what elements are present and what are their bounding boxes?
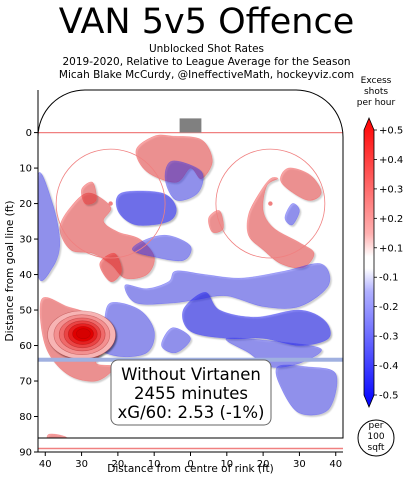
faceoff-dot-1 — [108, 201, 113, 206]
colorbar-tick-label: -0.4 — [379, 361, 399, 372]
region-negative-17 — [161, 327, 191, 354]
x-tick-label: 10 — [148, 459, 161, 470]
y-tick-label: 50 — [19, 306, 32, 317]
region-negative-14 — [124, 263, 331, 309]
faceoff-circle-2 — [215, 148, 326, 259]
chart-subtitle-1: Unblocked Shot Rates — [148, 43, 265, 55]
region-negative-12 — [164, 160, 204, 201]
hot-spot-ring-7 — [76, 328, 91, 339]
annotation-line-1: Without Virtanen — [121, 365, 261, 384]
region-negative-15 — [182, 291, 331, 346]
y-tick-label: 20 — [19, 199, 32, 210]
chart-title: VAN 5v5 Offence — [58, 2, 355, 42]
region-positive-7 — [81, 181, 97, 205]
badge-line-3: sqft — [368, 443, 385, 453]
colorbar-title-3: per hour — [357, 98, 396, 108]
y-tick-label: 30 — [19, 235, 32, 246]
colorbar-tick-label: +0.1 — [379, 243, 403, 254]
chart-axes: 40 30 20 10 0 10 20 30 40 0 10 20 30 40 50 60 70 80 90 Dist… — [4, 90, 343, 475]
x-tick-label: 40 — [329, 459, 342, 470]
x-tick-label: 10 — [220, 459, 233, 470]
y-tick-label: 10 — [19, 164, 32, 175]
x-tick-label: 0 — [187, 459, 193, 470]
colorbar-tick-label: +0.4 — [379, 155, 403, 166]
y-tick-label: 70 — [19, 377, 32, 388]
hot-spot-contours — [47, 310, 116, 360]
chart-subtitle-3: Micah Blake McCurdy, @IneffectiveMath, h… — [58, 69, 355, 81]
x-tick-label: 40 — [39, 459, 52, 470]
region-positive-8 — [208, 210, 224, 233]
colorbar-title-2: shots — [364, 87, 388, 97]
colorbar-tick-label: -0.1 — [379, 273, 399, 284]
colorbar-tick-label: +0.5 — [379, 126, 403, 137]
region-negative-10 — [38, 172, 61, 281]
colorbar-tick-label: +0.3 — [379, 184, 403, 195]
per-area-badge: per 100 sqft — [357, 419, 395, 457]
colorbar-tick-label: -0.5 — [379, 391, 399, 402]
region-negative-19 — [275, 364, 338, 416]
y-axis-label: Distance from goal line (ft) — [4, 201, 16, 342]
y-tick-label: 0 — [26, 128, 32, 139]
region-positive-2 — [99, 252, 122, 282]
y-tick-label: 90 — [19, 448, 32, 459]
faceoff-circle-1 — [55, 148, 166, 259]
annotation-line-3: xG/60: 2.53 (-1%) — [118, 403, 265, 422]
badge-line-1: per — [369, 421, 384, 431]
colorbar-tick-label: -0.2 — [379, 302, 399, 313]
region-negative-13 — [132, 234, 192, 262]
summary-annotation: Without Virtanen 2455 minutes xG/60: 2.5… — [110, 359, 272, 426]
region-positive-5 — [280, 167, 322, 201]
x-tick-label: 20 — [112, 459, 125, 470]
region-positive-1 — [59, 192, 155, 280]
rink-outline — [37, 89, 344, 439]
chart-subtitle-2: 2019-2020, Relative to League Average fo… — [62, 56, 351, 68]
y-tick-label: 80 — [19, 412, 32, 423]
colorbar-tick-label: +0.2 — [379, 214, 403, 225]
x-tick-label: 30 — [293, 459, 306, 470]
region-positive-9 — [46, 433, 69, 438]
y-tick-label: 60 — [19, 341, 32, 352]
goal-net — [179, 118, 202, 133]
annotation-line-2: 2455 minutes — [134, 384, 248, 403]
colorbar: Excess shots per hour +0.5 +0.4 +0.3 +0.2 +0… — [357, 76, 403, 409]
y-tick-label: 40 — [19, 270, 32, 281]
region-negative-11 — [115, 190, 177, 226]
x-tick-label: 20 — [257, 459, 270, 470]
x-axis-label: Distance from centre of rink (ft) — [107, 463, 274, 475]
x-tick-label: 30 — [75, 459, 88, 470]
colorbar-tick-label: -0.3 — [379, 332, 399, 343]
colorbar-title-1: Excess — [361, 76, 392, 86]
badge-line-2: 100 — [367, 432, 384, 442]
region-positive-4 — [246, 177, 315, 269]
region-negative-20 — [284, 203, 300, 226]
colorbar-gradient — [363, 116, 375, 409]
faceoff-dot-2 — [268, 201, 273, 206]
